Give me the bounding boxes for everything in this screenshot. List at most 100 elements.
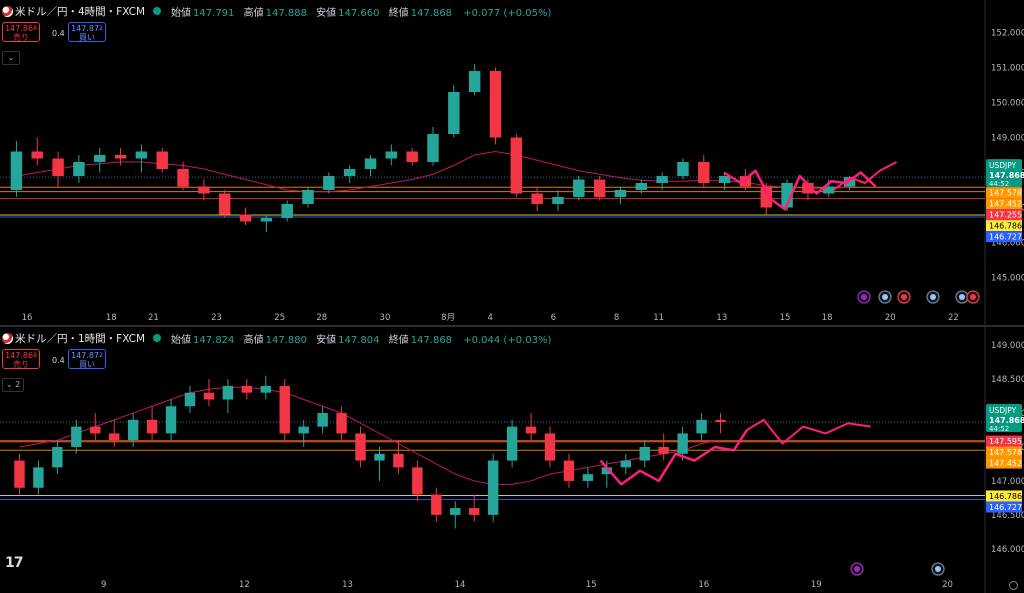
candle-body bbox=[601, 467, 613, 475]
buy-button[interactable]: 147.872 買い bbox=[68, 349, 106, 369]
candle-body bbox=[677, 433, 688, 454]
candle-body bbox=[582, 474, 594, 481]
candle-body bbox=[302, 190, 314, 204]
candle-body bbox=[823, 186, 835, 194]
candle-body bbox=[33, 467, 44, 488]
candle-body bbox=[31, 151, 43, 159]
price-tag bbox=[986, 159, 1022, 188]
candle-body bbox=[593, 179, 606, 197]
level-tag-label: 147.452 bbox=[989, 459, 1022, 468]
candle-body bbox=[639, 447, 650, 461]
candle-body bbox=[427, 134, 439, 162]
level-tag-label: 147.595 bbox=[989, 437, 1022, 446]
level-tag bbox=[986, 457, 1022, 469]
candle-body bbox=[52, 447, 63, 468]
x-tick-label: 14 bbox=[455, 580, 466, 590]
us-event-icon[interactable] bbox=[931, 562, 945, 576]
candle-body bbox=[94, 155, 106, 162]
level-tag-label: 146.786 bbox=[989, 492, 1022, 501]
candle-body bbox=[355, 433, 366, 461]
candle-body bbox=[393, 453, 404, 468]
tradingview-logo[interactable]: 17 bbox=[5, 555, 24, 571]
us-event-icon[interactable] bbox=[926, 290, 940, 304]
collapse-indicators-button[interactable]: ⌄ bbox=[2, 51, 20, 65]
candle-body bbox=[573, 179, 585, 197]
x-tick-label: 30 bbox=[380, 313, 391, 323]
candle-body bbox=[448, 92, 460, 134]
price-tag-price: 147.868 bbox=[989, 416, 1024, 425]
candle-body bbox=[698, 162, 710, 183]
candle-body bbox=[450, 508, 461, 515]
x-tick-label: 12 bbox=[239, 580, 250, 590]
jp-event-icon[interactable] bbox=[897, 290, 911, 304]
market-open-icon bbox=[153, 334, 162, 342]
y-tick-label: 147.000 bbox=[991, 477, 1024, 487]
usdjpy-flag-icon bbox=[2, 332, 13, 344]
candle-body bbox=[760, 186, 772, 208]
level-tag bbox=[986, 490, 1022, 502]
price-tag-price: 147.868 bbox=[989, 171, 1024, 180]
level-tag-label: 147.255 bbox=[989, 211, 1022, 220]
price-tag-symbol: USDJPY bbox=[989, 406, 1017, 415]
symbol-title[interactable]: 米ドル／円・4時間・FXCM bbox=[15, 5, 146, 18]
us-event-icon[interactable] bbox=[878, 290, 892, 304]
candle-body bbox=[431, 494, 442, 515]
candle-body bbox=[614, 190, 627, 197]
candle-body bbox=[656, 176, 668, 183]
ohlc-readout: 始値 147.824 高値 147.880 安値 147.804 終値 147.868 … bbox=[171, 334, 552, 346]
y-tick-label: 146.000 bbox=[991, 545, 1024, 555]
x-tick-label: 4 bbox=[488, 313, 493, 323]
spread-value: 0.4 bbox=[52, 356, 65, 365]
candle-body bbox=[385, 151, 398, 159]
chart-pane-4h[interactable]: 152.000151.000150.000149.000148.000147.0… bbox=[0, 0, 1024, 326]
x-tick-label: 15 bbox=[586, 580, 597, 590]
candle-body bbox=[281, 204, 293, 218]
candle-body bbox=[336, 413, 347, 434]
level-tag bbox=[986, 209, 1022, 221]
x-tick-label: 25 bbox=[274, 313, 285, 323]
y-tick-label: 151.000 bbox=[991, 64, 1024, 74]
chart-pane-1h[interactable]: 149.000148.500148.000147.500147.000146.5… bbox=[0, 327, 1024, 593]
x-tick-label: 11 bbox=[653, 313, 664, 323]
flash-event-icon[interactable] bbox=[850, 562, 864, 576]
candle-body bbox=[487, 460, 499, 515]
candle-body bbox=[406, 151, 418, 162]
moving-average-line bbox=[19, 386, 721, 485]
candle-body bbox=[127, 419, 139, 441]
candle-body bbox=[544, 433, 556, 461]
y-tick-label: 149.000 bbox=[991, 134, 1024, 144]
symbol-title[interactable]: 米ドル／円・1時間・FXCM bbox=[15, 332, 146, 345]
flash-event-icon[interactable] bbox=[857, 290, 871, 304]
sell-button[interactable]: 147.868 売り bbox=[2, 349, 40, 369]
candle-body bbox=[635, 183, 648, 190]
candle-body bbox=[52, 158, 64, 176]
y-tick-label: 146.500 bbox=[991, 511, 1024, 521]
candle-body bbox=[658, 447, 669, 454]
x-tick-label: 20 bbox=[942, 580, 953, 590]
buy-button[interactable]: 147.872 買い bbox=[68, 22, 106, 42]
pane-divider[interactable] bbox=[0, 325, 1024, 327]
level-tag-label: 147.452 bbox=[989, 200, 1022, 209]
level-tag bbox=[986, 446, 1022, 458]
price-chart-4h[interactable]: 152.000151.000150.000149.000148.000147.0… bbox=[0, 0, 1024, 326]
level-tag-label: 147.578 bbox=[989, 448, 1022, 457]
candle-body bbox=[510, 137, 523, 194]
settings-gear-icon[interactable] bbox=[1009, 581, 1018, 590]
collapse-indicators-button[interactable]: ⌄ 2 bbox=[2, 378, 24, 392]
candle-body bbox=[343, 169, 356, 176]
sell-button[interactable]: 147.868 売り bbox=[2, 22, 40, 42]
x-tick-label: 28 bbox=[316, 313, 327, 323]
moving-average-line bbox=[16, 150, 850, 193]
candle-body bbox=[184, 392, 196, 407]
candle-body bbox=[241, 385, 253, 393]
candle-body bbox=[469, 508, 480, 515]
candle-body bbox=[620, 460, 631, 468]
x-tick-label: 22 bbox=[948, 313, 959, 323]
candle-body bbox=[552, 197, 564, 204]
us-event-icon[interactable] bbox=[955, 290, 969, 304]
candle-body bbox=[222, 385, 234, 400]
price-chart-1h[interactable]: 149.000148.500148.000147.500147.000146.5… bbox=[0, 327, 1024, 593]
jp-event-icon[interactable] bbox=[966, 290, 980, 304]
candle-body bbox=[239, 214, 252, 222]
y-tick-label: 150.000 bbox=[991, 99, 1024, 109]
